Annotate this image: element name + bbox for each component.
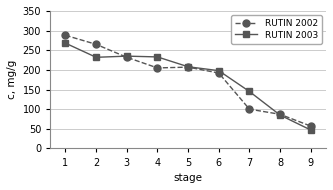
RUTIN 2003 xyxy=(247,90,251,93)
RUTIN 2003 xyxy=(186,66,190,68)
RUTIN 2003 xyxy=(125,55,129,57)
RUTIN 2003 xyxy=(64,42,68,44)
RUTIN 2003 xyxy=(217,70,221,72)
RUTIN 2003 xyxy=(309,129,313,131)
Line: RUTIN 2002: RUTIN 2002 xyxy=(62,32,314,130)
RUTIN 2003 xyxy=(278,114,282,116)
RUTIN 2002 xyxy=(64,34,68,36)
Line: RUTIN 2003: RUTIN 2003 xyxy=(62,40,314,134)
Legend: RUTIN 2002, RUTIN 2003: RUTIN 2002, RUTIN 2003 xyxy=(231,15,322,44)
RUTIN 2002 xyxy=(186,66,190,68)
RUTIN 2002 xyxy=(278,113,282,116)
Y-axis label: c, mg/g: c, mg/g xyxy=(7,60,17,99)
RUTIN 2003 xyxy=(94,56,98,59)
RUTIN 2002 xyxy=(247,108,251,110)
RUTIN 2003 xyxy=(156,56,160,58)
X-axis label: stage: stage xyxy=(173,173,202,183)
RUTIN 2002 xyxy=(125,56,129,59)
RUTIN 2002 xyxy=(156,67,160,69)
RUTIN 2002 xyxy=(309,125,313,127)
RUTIN 2002 xyxy=(94,43,98,45)
RUTIN 2002 xyxy=(217,72,221,74)
